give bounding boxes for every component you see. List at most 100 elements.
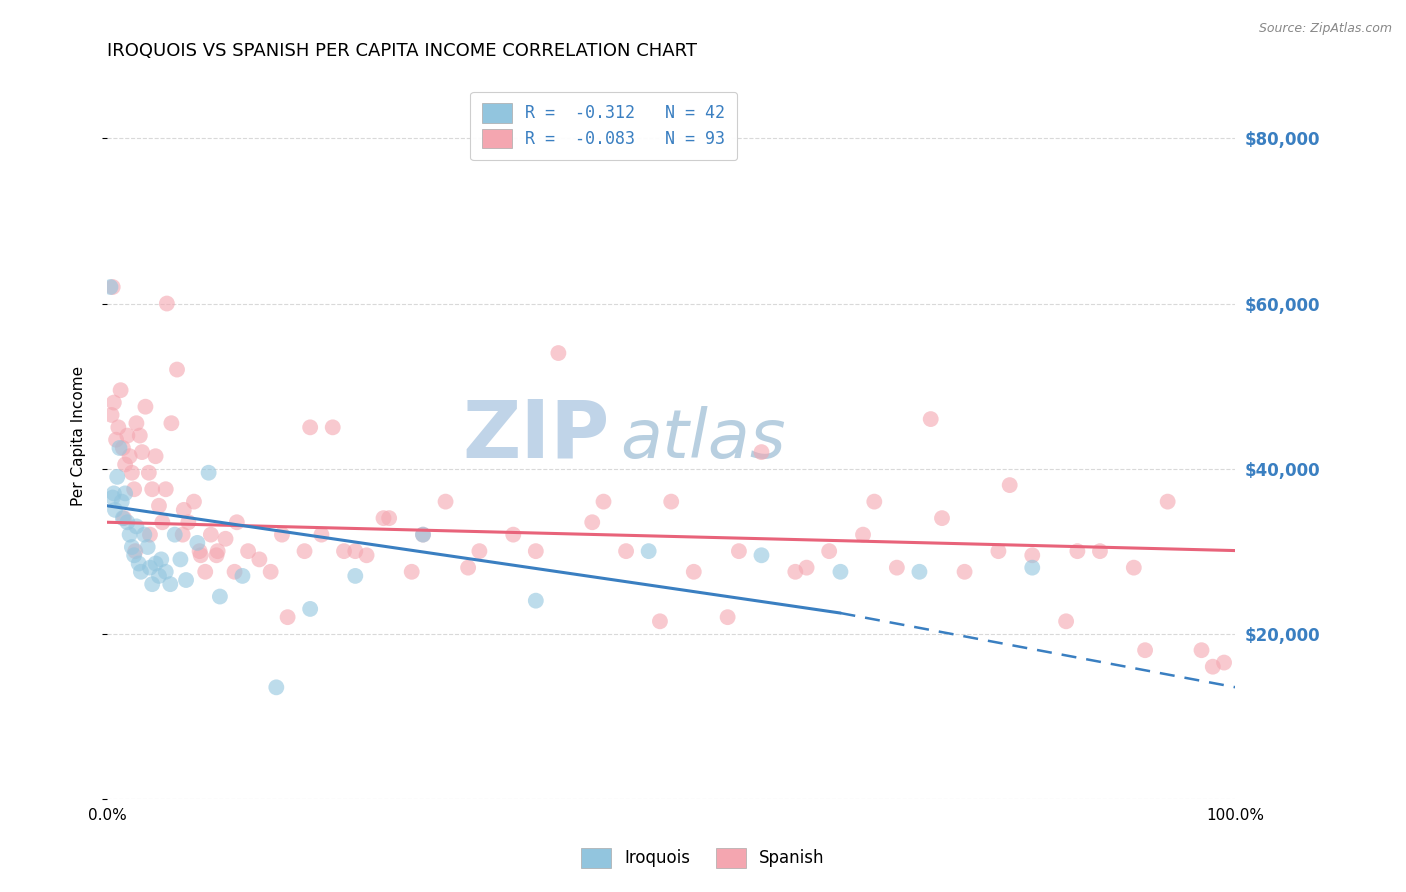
Point [166, 362, 188, 376]
Point [173, 503, 195, 517]
Point [118, 527, 141, 541]
Text: IROQUOIS VS SPANISH PER CAPITA INCOME CORRELATION CHART: IROQUOIS VS SPANISH PER CAPITA INCOME CO… [107, 42, 697, 60]
Point [1088, 544, 1111, 558]
Point [953, 565, 976, 579]
Point [190, 549, 212, 563]
Point [592, 494, 614, 508]
Point [271, 527, 294, 541]
Point [863, 494, 886, 508]
Point [150, 552, 173, 566]
Point [502, 527, 524, 541]
Point [122, 482, 145, 496]
Point [412, 527, 434, 541]
Point [648, 615, 671, 629]
Point [138, 466, 160, 480]
Point [547, 346, 569, 360]
Point [121, 540, 143, 554]
Point [117, 515, 139, 529]
Point [356, 549, 378, 563]
Point [682, 565, 704, 579]
Point [107, 420, 129, 434]
Point [100, 408, 122, 422]
Text: Source: ZipAtlas.com: Source: ZipAtlas.com [1258, 22, 1392, 36]
Point [333, 544, 356, 558]
Point [145, 449, 167, 463]
Point [214, 532, 236, 546]
Point [998, 478, 1021, 492]
Point [105, 470, 128, 484]
Point [468, 544, 491, 558]
Point [114, 458, 136, 472]
Point [183, 494, 205, 508]
Point [159, 577, 181, 591]
Text: ZIP: ZIP [463, 397, 609, 475]
Point [139, 560, 162, 574]
Point [908, 565, 931, 579]
Point [117, 428, 139, 442]
Point [299, 602, 322, 616]
Point [614, 544, 637, 558]
Point [114, 486, 136, 500]
Point [751, 445, 773, 459]
Point [236, 544, 259, 558]
Point [1021, 560, 1043, 574]
Point [378, 511, 401, 525]
Point [344, 544, 367, 558]
Point [1156, 494, 1178, 508]
Point [830, 565, 852, 579]
Point [131, 445, 153, 459]
Point [987, 544, 1010, 558]
Point [207, 544, 229, 558]
Point [163, 527, 186, 541]
Point [524, 544, 547, 558]
Point [139, 527, 162, 541]
Text: atlas: atlas [620, 406, 786, 472]
Point [434, 494, 457, 508]
Point [344, 569, 367, 583]
Point [294, 544, 316, 558]
Point [141, 482, 163, 496]
Point [412, 527, 434, 541]
Point [110, 383, 132, 397]
Point [886, 560, 908, 574]
Point [751, 549, 773, 563]
Point [200, 527, 222, 541]
Point [1122, 560, 1144, 574]
Point [124, 544, 146, 558]
Point [101, 491, 124, 505]
Point [177, 515, 200, 529]
Point [148, 569, 170, 583]
Point [260, 565, 283, 579]
Point [188, 544, 211, 558]
Point [172, 527, 194, 541]
Point [852, 527, 875, 541]
Point [1133, 643, 1156, 657]
Point [128, 428, 150, 442]
Y-axis label: Per Capita Income: Per Capita Income [72, 366, 86, 506]
Point [194, 565, 217, 579]
Point [111, 494, 134, 508]
Point [1213, 656, 1236, 670]
Point [524, 593, 547, 607]
Point [121, 466, 143, 480]
Point [125, 416, 148, 430]
Point [277, 610, 299, 624]
Point [205, 549, 228, 563]
Point [581, 515, 603, 529]
Legend: Iroquois, Spanish: Iroquois, Spanish [569, 837, 837, 880]
Point [104, 503, 127, 517]
Point [169, 552, 191, 566]
Point [141, 577, 163, 591]
Point [311, 527, 333, 541]
Point [150, 515, 173, 529]
Point [160, 416, 183, 430]
Point [100, 280, 122, 294]
Point [785, 565, 807, 579]
Point [1191, 643, 1213, 657]
Point [111, 511, 134, 525]
Point [931, 511, 953, 525]
Point [208, 590, 231, 604]
Point [717, 610, 740, 624]
Point [637, 544, 659, 558]
Point [155, 482, 177, 496]
